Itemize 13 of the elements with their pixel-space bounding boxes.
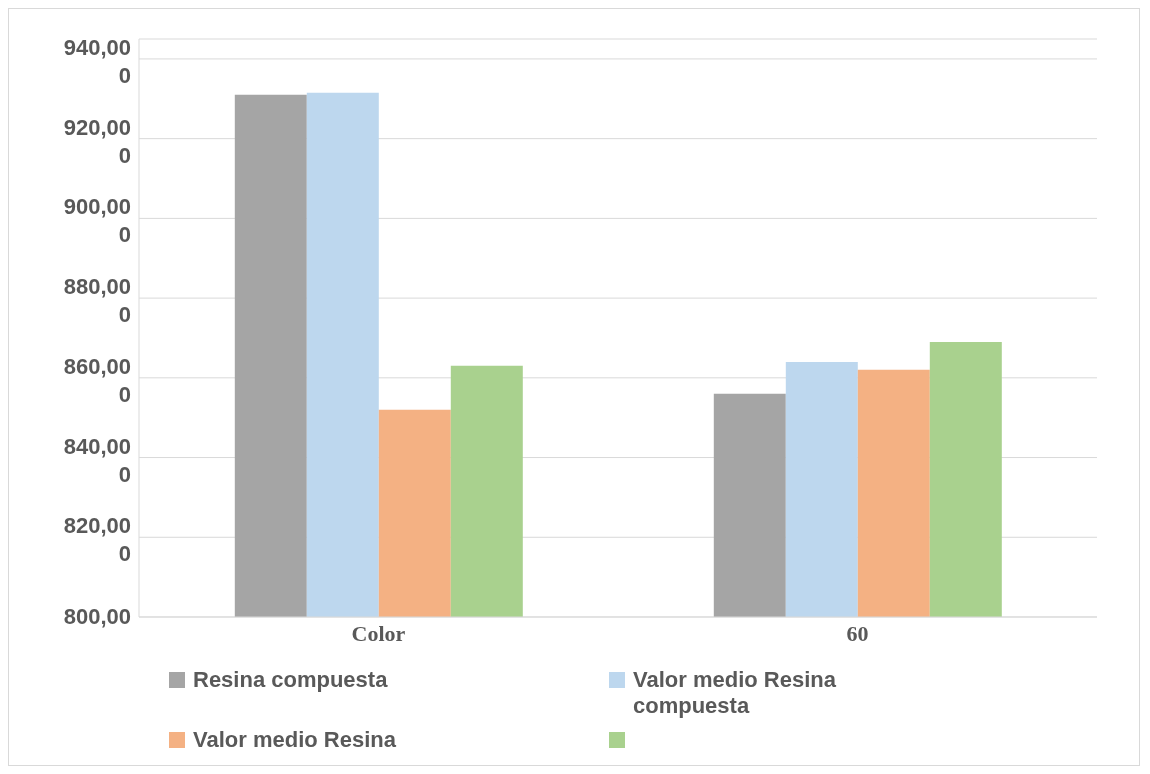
y-tick-label: 820,000: [63, 513, 131, 567]
y-tick-label: 800,00: [63, 604, 131, 629]
y-tick-label: 860,000: [63, 353, 131, 407]
legend-label: Valor medio Resina compuesta: [633, 667, 837, 719]
y-tick-label: 900,000: [63, 194, 131, 248]
y-tick-label: 840,000: [63, 433, 131, 487]
legend-label: Resina compuesta: [193, 667, 388, 693]
y-tick-label: 920,000: [63, 114, 131, 168]
x-tick-label: 60: [846, 620, 869, 646]
y-tick-label: 880,000: [63, 274, 131, 328]
x-tick-label: Color: [351, 620, 406, 646]
legend-label: Valor medio Resina: [193, 727, 396, 753]
y-tick-label: 940,000: [63, 34, 131, 88]
